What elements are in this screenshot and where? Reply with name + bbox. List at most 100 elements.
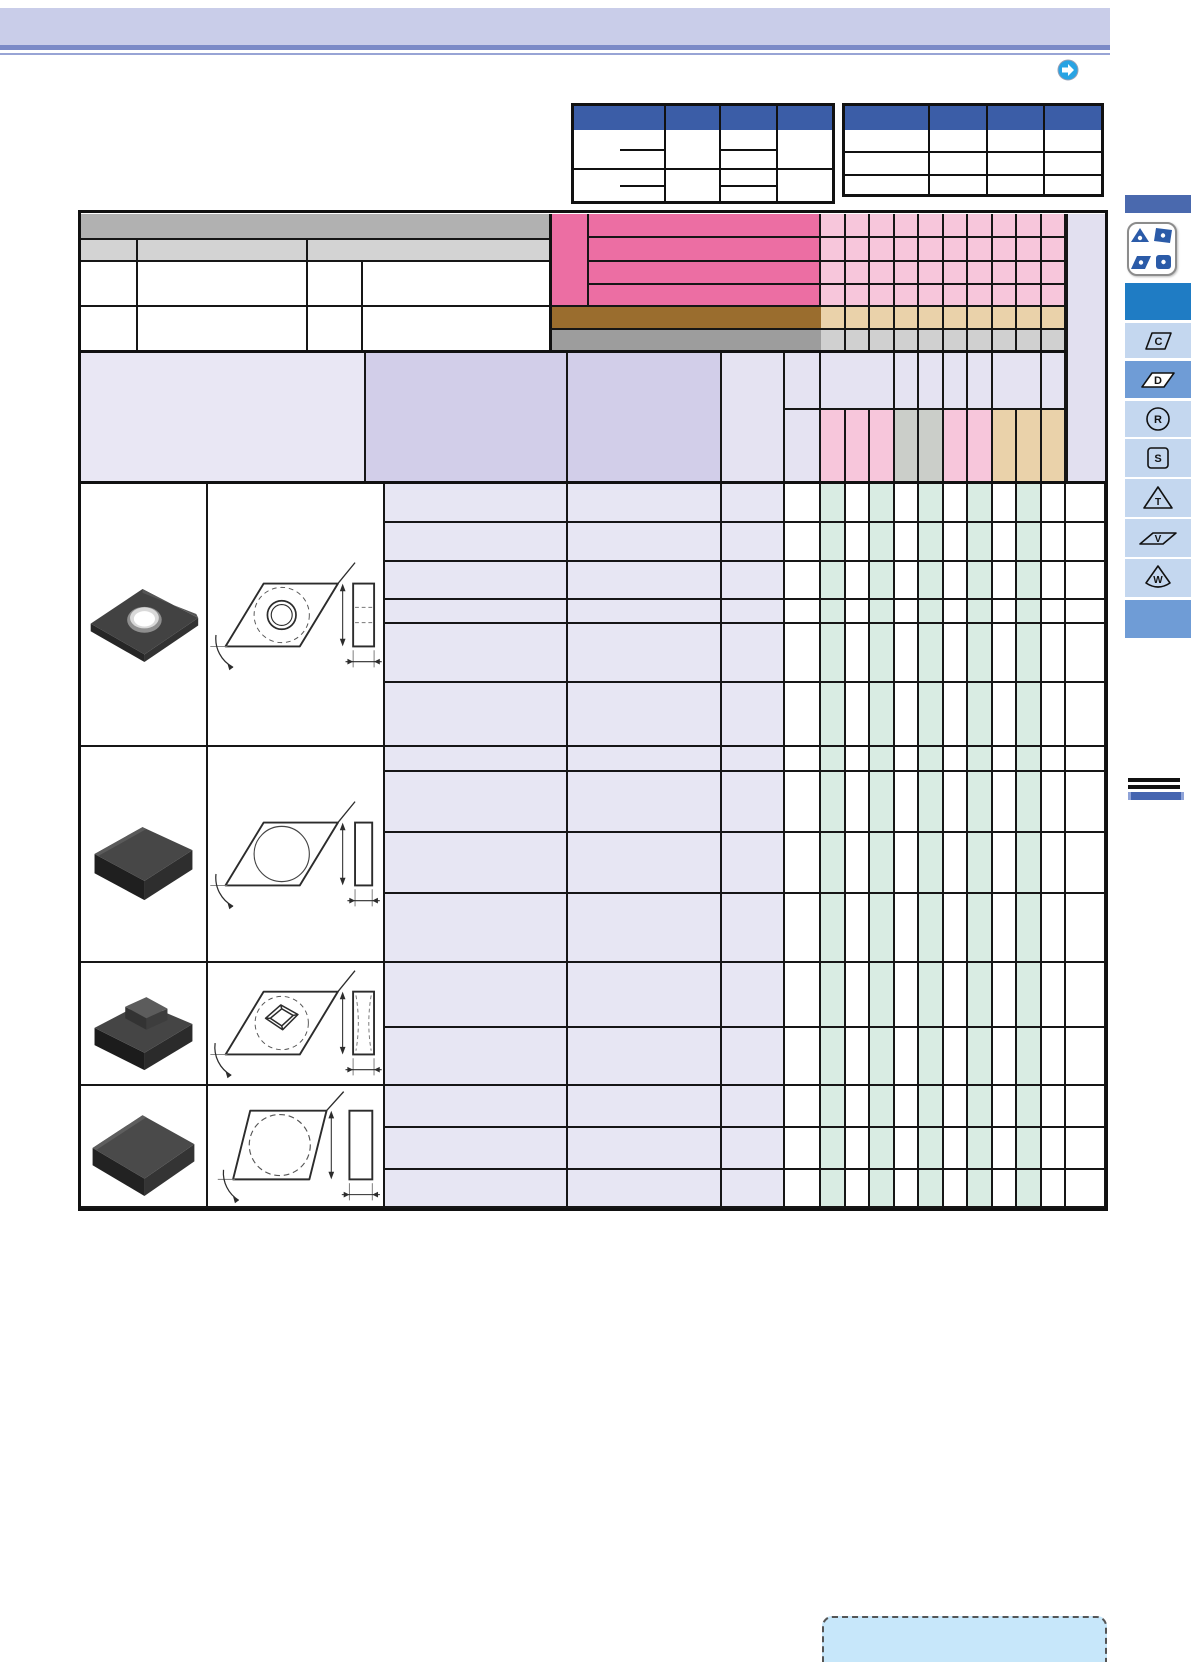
grid-cell: [943, 307, 968, 330]
grid-cell: [845, 833, 870, 894]
header-cell: [666, 106, 721, 130]
sidebar-tab-W[interactable]: W: [1125, 559, 1191, 597]
grid-cell: [845, 484, 870, 523]
grid-cell: [992, 238, 1017, 262]
table-row: [385, 523, 1106, 562]
grid-cell: [919, 523, 944, 562]
value-divider-line: [721, 149, 778, 151]
grid-cell: [821, 1028, 846, 1086]
sidebar-tab-bottom[interactable]: [1125, 600, 1191, 638]
grid-cell: [821, 410, 846, 481]
grid-cell: [1066, 600, 1106, 624]
grid-cell: [968, 683, 993, 747]
header-cell: [721, 106, 778, 130]
grid-cell: [870, 562, 895, 600]
grid-cell: [1041, 1170, 1066, 1208]
grid-cell: [568, 562, 722, 600]
grid-cell: [1066, 963, 1106, 1028]
sidebar-tab-T[interactable]: T: [1125, 479, 1191, 517]
grid-cell: [845, 894, 870, 963]
sidebar-tab-C[interactable]: C: [1125, 323, 1191, 358]
grid-cell: [845, 963, 870, 1028]
grid-cell: [992, 285, 1017, 307]
grid-cell: [722, 963, 785, 1028]
grid-cell: [722, 562, 785, 600]
grid-cell: [894, 1128, 919, 1170]
sidebar-tab-V[interactable]: V: [1125, 519, 1191, 557]
grid-cell: [845, 285, 870, 307]
grid-cell: [870, 262, 895, 285]
grid-cell: [1017, 772, 1042, 833]
grid-cell: [870, 1128, 895, 1170]
grid-cell: [919, 262, 944, 285]
grid-cell: [845, 262, 870, 285]
grid-cell: [785, 1086, 821, 1128]
grid-cell: [1066, 624, 1106, 683]
table-row: [385, 600, 1106, 624]
grid-cell: [968, 307, 993, 330]
grid-cell: [722, 484, 785, 523]
mini-table-row: [845, 153, 1101, 176]
grid-cell: [894, 894, 919, 963]
grid-cell: [894, 285, 919, 307]
table-row: [385, 1086, 1106, 1128]
sidebar-tab-active[interactable]: [1125, 283, 1191, 320]
grid-cell: [821, 894, 846, 963]
grid-cell: [870, 1028, 895, 1086]
table-row: [385, 1128, 1106, 1170]
grid-cell: [1066, 772, 1106, 833]
pink-header-row: [589, 262, 821, 285]
grid-cell: [894, 1086, 919, 1128]
pink-header-row: [589, 285, 821, 307]
header-cell: [138, 240, 308, 262]
grid-cell: [919, 772, 944, 833]
header-subgray-row: [80, 240, 549, 262]
grid-cell: [785, 894, 821, 963]
sidebar-tab-R[interactable]: R: [1125, 401, 1191, 437]
sidebar-tab-S[interactable]: S: [1125, 439, 1191, 477]
header-cell: [80, 240, 138, 262]
grid-cell: [1066, 1170, 1106, 1208]
insert-drawing-image: [217, 1091, 380, 1204]
grid-cell: [968, 410, 993, 481]
grid-cell: [821, 238, 846, 262]
sidebar-tab-D[interactable]: D: [1125, 361, 1191, 398]
grid-cell: [1041, 683, 1066, 747]
grid-cell: [968, 353, 993, 410]
mini-table-row: [845, 176, 1101, 196]
grid-cell: [919, 683, 944, 747]
grid-cell: [1017, 307, 1042, 330]
circle-right-arrow-icon[interactable]: [1056, 58, 1080, 82]
grid-cell: [894, 683, 919, 747]
grid-cell: [821, 307, 846, 330]
grid-cell: [919, 562, 944, 600]
grid-cell: [919, 1028, 944, 1086]
insert-photo-rhombic-boss: [80, 963, 208, 1086]
grid-cell: [1017, 330, 1042, 352]
header-cell: [308, 240, 549, 262]
grid-cell: [785, 624, 821, 683]
grid-cell: [919, 285, 944, 307]
grid-cell: [1017, 484, 1042, 523]
grid-cell: [1017, 1028, 1042, 1086]
grid-cell: [821, 330, 846, 352]
product-group: [80, 484, 1106, 747]
grid-cell: [894, 1170, 919, 1208]
grid-cell: [992, 624, 1017, 683]
grid-cell: [845, 1086, 870, 1128]
grid-cell: [1041, 1028, 1066, 1086]
grid-cell: [1066, 484, 1106, 523]
grid-cell: [845, 772, 870, 833]
insert-drawing-square-solid: [208, 1086, 385, 1208]
band-shape-cell: [80, 353, 366, 481]
header-cell: [988, 106, 1045, 130]
grid-cell: [785, 772, 821, 833]
grid-cell: [968, 624, 993, 683]
grid-cell: [943, 894, 968, 963]
product-group: [80, 1086, 1106, 1208]
grid-cell: [992, 600, 1017, 624]
grid-cell: [785, 484, 821, 523]
grid-cell: [1041, 1128, 1066, 1170]
grid-cell: [919, 214, 944, 238]
